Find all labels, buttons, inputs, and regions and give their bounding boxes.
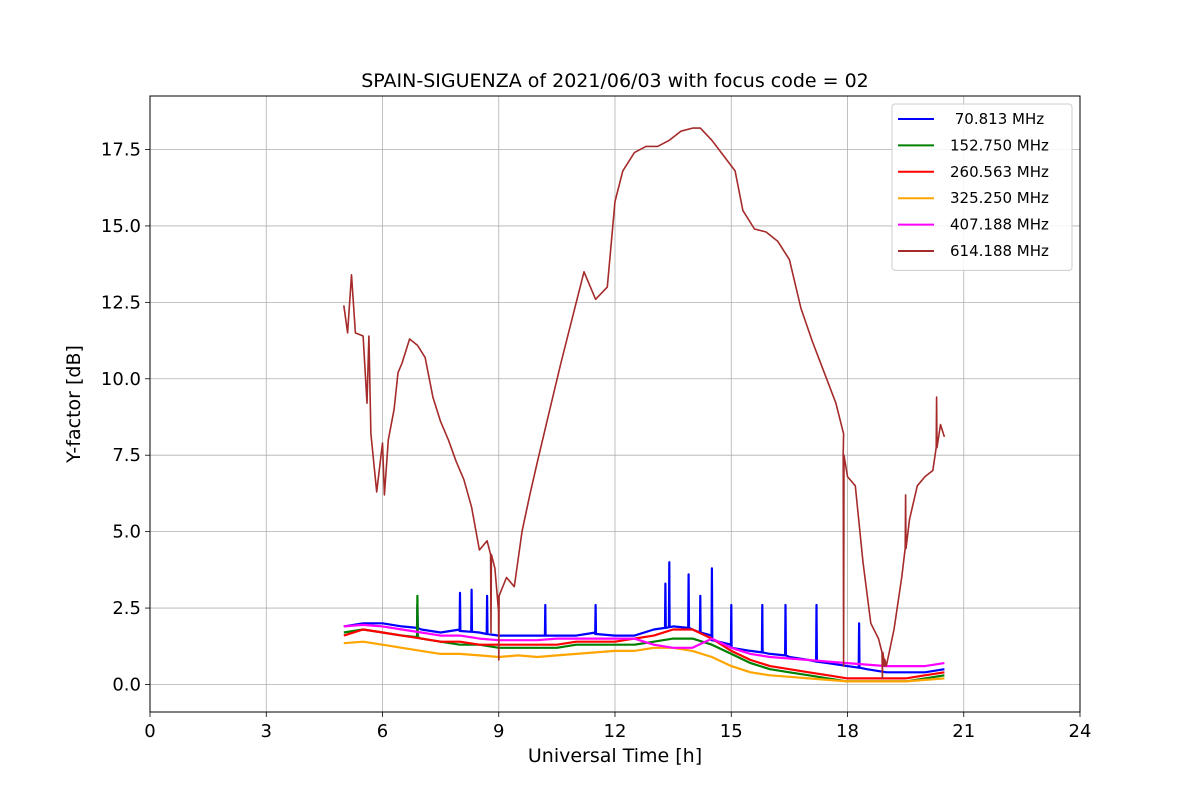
legend-label: 614.188 MHz: [950, 242, 1049, 260]
y-axis-ticks: 0.0 2.5 5.0 7.5 10.0 12.5 15.0 17.5: [101, 139, 150, 695]
x-tick-label: 21: [952, 721, 975, 742]
y-tick-label: 5.0: [112, 522, 141, 543]
y-tick-label: 10.0: [101, 369, 141, 390]
x-tick-label: 15: [720, 721, 743, 742]
legend-label: 260.563 MHz: [950, 163, 1049, 181]
y-tick-label: 7.5: [112, 445, 141, 466]
x-tick-label: 3: [261, 721, 272, 742]
legend-label: 325.250 MHz: [950, 189, 1049, 207]
x-axis-ticks: 0 3 6 9 12 15 18 21 24: [144, 712, 1091, 742]
y-tick-label: 0.0: [112, 674, 141, 695]
legend-box: [891, 103, 1073, 271]
y-tick-label: 2.5: [112, 598, 141, 619]
legend-label: 152.750 MHz: [950, 136, 1049, 154]
x-tick-label: 9: [493, 721, 504, 742]
series-group: [343, 127, 946, 683]
x-tick-label: 24: [1069, 721, 1092, 742]
y-tick-label: 12.5: [101, 292, 141, 313]
y-tick-label: 15.0: [101, 216, 141, 237]
x-tick-label: 18: [836, 721, 859, 742]
y-tick-label: 17.5: [101, 139, 141, 160]
chart-title: SPAIN-SIGUENZA of 2021/06/03 with focus …: [361, 70, 869, 92]
x-axis-label: Universal Time [h]: [528, 745, 702, 767]
series-line: [343, 640, 945, 683]
y-axis-label: Y-factor [dB]: [63, 345, 85, 464]
x-tick-label: 6: [377, 721, 388, 742]
x-tick-label: 0: [144, 721, 155, 742]
series-line: [343, 127, 946, 680]
legend-label: 70.813 MHz: [950, 110, 1044, 128]
series-line: [343, 628, 945, 680]
legend: 70.813 MHz 152.750 MHz 260.563 MHz 325.250 …: [891, 103, 1073, 271]
legend-label: 407.188 MHz: [950, 216, 1049, 234]
x-tick-label: 12: [604, 721, 627, 742]
